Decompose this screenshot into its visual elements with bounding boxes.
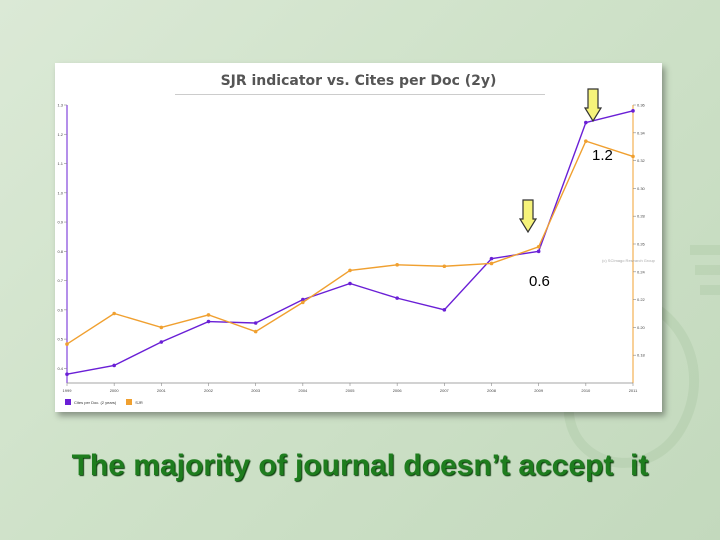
data-point-sjr [489,261,494,266]
series-line-cites [66,110,634,375]
data-point-cites [631,109,635,113]
chart-panel: SJR indicator vs. Cites per Doc (2y) 0.4… [55,63,662,412]
title-rule [175,94,545,95]
legend-swatch-cites [65,399,71,405]
data-point-cites [301,297,305,302]
data-point-sjr [631,154,635,159]
legend-item-sjr: SJR [126,399,143,405]
data-point-cites [206,319,211,324]
left-tick-label: 0.8 [57,249,63,254]
legend-swatch-sjr [126,399,133,405]
left-tick-label: 1.2 [57,132,63,137]
right-tick-label: 0.22 [637,297,646,302]
data-point-cites [489,256,494,261]
x-tick-label: 2000 [110,388,120,393]
data-point-sjr [301,300,305,305]
callout-low: 0.6 [529,273,550,290]
data-point-cites [112,363,116,368]
data-point-cites [159,340,164,344]
right-tick-label: 0.36 [637,103,646,108]
series-line-sjr [66,140,634,345]
right-tick-label: 0.30 [637,186,646,191]
data-point-sjr [159,325,164,330]
x-tick-label: 2006 [393,388,403,393]
x-tick-label: 2003 [251,388,261,393]
data-point-sjr [395,263,399,267]
data-point-sjr [206,313,211,317]
x-tick-label: 2004 [298,388,308,393]
data-point-sjr [253,329,258,334]
arrow-down-icon [519,199,537,233]
x-tick-label: 2008 [487,388,497,393]
right-tick-label: 0.24 [637,269,646,274]
data-point-cites [348,281,352,286]
right-tick-label: 0.20 [637,325,646,330]
x-tick-label: 2007 [440,388,450,393]
right-tick-label: 0.28 [637,214,646,219]
x-tick-label: 2001 [157,388,167,393]
right-tick-label: 0.18 [637,353,646,358]
arrow-down-icon [584,88,602,122]
data-point-cites [442,308,447,312]
data-point-cites [65,372,69,377]
data-point-sjr [112,311,116,316]
x-tick-label: 2005 [346,388,356,393]
left-tick-label: 0.6 [57,307,63,312]
callout-high: 1.2 [592,147,613,164]
left-tick-label: 1.0 [57,190,63,195]
chart-title: SJR indicator vs. Cites per Doc (2y) [220,73,497,89]
x-tick-label: 2002 [204,388,214,393]
data-point-sjr [348,268,352,273]
line-chart: 0.4 0.5 0.6 0.7 0.8 0.9 1.0 1.1 1.2 1.3 0.18 0.20 0.… [57,103,646,394]
legend-item-cites: Cites per Doc. (2 years) [65,399,116,405]
left-tick-label: 0.7 [57,278,63,283]
data-point-sjr [536,244,541,249]
data-point-sjr [65,342,69,346]
data-point-cites [395,296,399,300]
left-tick-label: 0.9 [57,220,63,225]
legend-label-sjr: SJR [135,399,143,405]
data-point-cites [253,321,258,325]
data-point-sjr [584,139,588,143]
left-tick-label: 1.3 [57,103,63,108]
legend-label-cites: Cites per Doc. (2 years) [74,399,117,405]
right-tick-label: 0.32 [637,158,646,163]
data-point-sjr [442,264,447,269]
x-tick-label: 2010 [581,388,591,393]
left-tick-label: 0.5 [57,337,63,342]
slide-headline: The majority of journal doesn’t accept i… [71,449,649,482]
x-tick-label: 1999 [63,388,73,393]
watermark: (c) SCImago Research Group [602,258,655,263]
data-point-cites [584,120,588,125]
right-tick-label: 0.34 [637,130,646,135]
left-tick-label: 1.1 [57,161,63,166]
data-point-cites [536,249,541,254]
x-tick-label: 2011 [629,388,638,393]
x-tick-label: 2009 [534,388,544,393]
right-tick-label: 0.26 [637,242,646,247]
chart-legend: Cites per Doc. (2 years) SJR [65,399,143,405]
left-tick-label: 0.4 [57,366,63,371]
